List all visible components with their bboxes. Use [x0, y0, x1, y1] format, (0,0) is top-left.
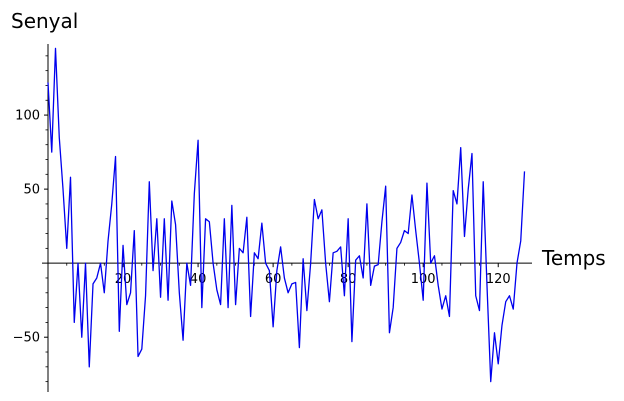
x-tick-label: 100 [411, 272, 436, 287]
signal-line [47, 47, 526, 383]
major-ticks [44, 114, 499, 338]
x-tick-label: 60 [265, 272, 282, 287]
x-axis-title: Temps [541, 246, 606, 270]
y-tick-label: 50 [23, 183, 40, 198]
y-axis-title: Senyal [11, 9, 78, 33]
y-tick-label: −50 [13, 331, 40, 346]
y-tick-label: 100 [15, 109, 40, 124]
x-tick-label: 20 [115, 272, 132, 287]
x-tick-label: 120 [486, 272, 511, 287]
